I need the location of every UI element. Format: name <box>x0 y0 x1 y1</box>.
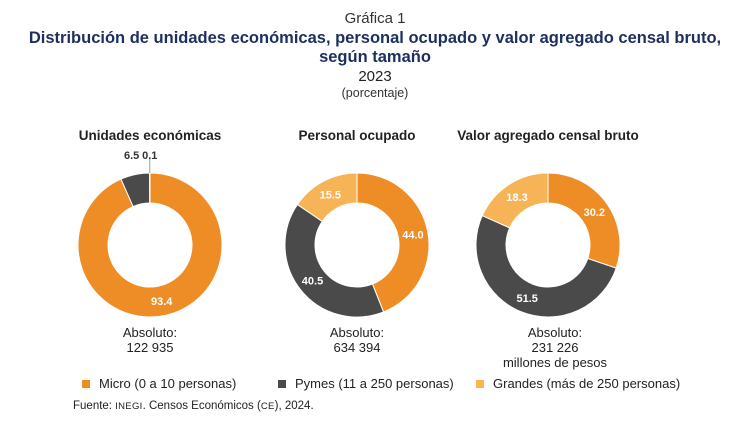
data-label-micro: 30.2 <box>584 207 605 219</box>
legend-item-micro: Micro (0 a 10 personas) <box>82 376 236 391</box>
data-label-pymes: 6.5 <box>124 150 139 162</box>
donut-chart-2: Personal ocupado 44.0 40.5 15.5 Absoluto:634… <box>284 128 430 355</box>
source-mid: . Censos Económicos ( <box>142 400 261 412</box>
donut-title: Unidades económicas <box>79 128 222 143</box>
data-label-micro: 44.0 <box>402 229 423 241</box>
absolute-value: 231 226 <box>532 340 579 355</box>
donut-title: Valor agregado censal bruto <box>457 128 639 143</box>
source-abbr: CE <box>260 401 275 412</box>
chart-title: Distribución de unidades económicas, per… <box>28 29 722 66</box>
data-label-pymes: 40.5 <box>302 276 323 288</box>
legend-label-micro: Micro (0 a 10 personas) <box>99 376 237 391</box>
absolute-unit: millones de pesos <box>503 355 608 370</box>
absolute-value: 634 394 <box>334 340 381 355</box>
donut-slice-micro <box>356 172 430 313</box>
absolute-label: Absoluto: <box>330 325 384 340</box>
chart-year: 2023 <box>358 68 392 85</box>
donut-slice-pymes <box>284 203 385 318</box>
donut-slice-pymes <box>475 214 617 318</box>
data-label-grandes: 0.1 <box>142 150 157 162</box>
data-label-pymes: 51.5 <box>516 293 537 305</box>
data-label-grandes: 18.3 <box>506 192 527 204</box>
legend-label-pymes: Pymes (11 a 250 personas) <box>295 376 454 391</box>
legend-label-grandes: Grandes (más de 250 personas) <box>493 376 681 391</box>
legend: Micro (0 a 10 personas) Pymes (11 a 250 … <box>0 376 750 394</box>
chart-unit: (porcentaje) <box>341 86 409 100</box>
donut-slice-grandes <box>481 172 549 229</box>
legend-swatch-micro <box>82 379 90 388</box>
donut-slice-micro <box>77 172 223 318</box>
legend-item-grandes: Grandes (más de 250 personas) <box>476 376 680 391</box>
source-prefix: Fuente: <box>73 400 116 412</box>
legend-swatch-grandes <box>476 379 484 388</box>
source-org: INEGI <box>115 401 143 412</box>
source-suffix: ), 2024. <box>274 400 314 412</box>
donut-slice-grandes <box>296 172 358 223</box>
donut-chart-3: Valor agregado censal bruto 30.2 51.5 18.3 A… <box>457 128 639 370</box>
source-note: Fuente: INEGI. Censos Económicos (CE), 2… <box>73 400 314 412</box>
donut-chart-1: Unidades económicas 93.4 6.5 0.1 Absoluto:12… <box>77 128 223 355</box>
absolute-label: Absoluto: <box>123 325 177 340</box>
legend-item-pymes: Pymes (11 a 250 personas) <box>278 376 454 391</box>
absolute-label: Absoluto: <box>528 325 582 340</box>
absolute-value: 122 935 <box>127 340 174 355</box>
chart-label: Gráfica 1 <box>344 10 406 27</box>
data-label-micro: 93.4 <box>151 296 173 308</box>
donut-title: Personal ocupado <box>298 128 415 143</box>
data-label-grandes: 15.5 <box>320 190 341 202</box>
donut-slice-micro <box>547 172 621 269</box>
legend-swatch-pymes <box>278 379 286 388</box>
